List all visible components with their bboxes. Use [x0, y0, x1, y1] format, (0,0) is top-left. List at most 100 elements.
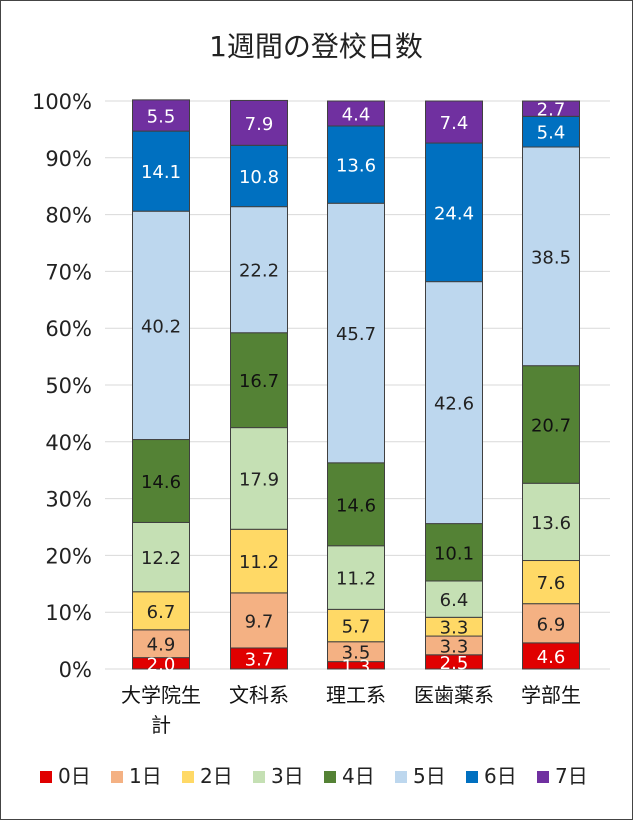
bar-segment: [327, 202, 385, 464]
bar-segment: [522, 100, 580, 117]
bar-segment: [522, 115, 580, 148]
legend-label: 3日: [271, 764, 304, 788]
legend-swatch: [182, 771, 194, 783]
chart-title: 1週間の登校日数: [209, 30, 423, 63]
category-label: 医歯薬系: [414, 683, 494, 707]
bar-segment: [132, 521, 190, 593]
y-tick-label: 50%: [45, 374, 92, 398]
legend-label: 2日: [200, 764, 233, 788]
category-label: 文科系: [229, 683, 289, 707]
bars: [132, 99, 580, 670]
data-label: 16.7: [239, 371, 279, 392]
data-label: 45.7: [336, 324, 376, 345]
data-label: 12.2: [141, 548, 181, 569]
data-label: 42.6: [434, 394, 474, 415]
bar-segment: [425, 281, 483, 525]
data-label: 2.0: [147, 654, 176, 675]
data-label: 14.6: [141, 472, 181, 493]
y-tick-label: 90%: [45, 147, 92, 171]
bar-segment: [230, 332, 288, 429]
data-label: 9.7: [245, 611, 274, 632]
data-labels: 2.04.9 6.7 12.2 14.6 40.2 14.1 5.5 3.7 9.7 11.2 17…: [141, 100, 571, 678]
data-label: 22.2: [239, 261, 279, 282]
data-label: 2.5: [440, 653, 469, 674]
bar-segment: [230, 206, 288, 334]
y-tick-label: 80%: [45, 204, 92, 228]
data-label: 24.4: [434, 203, 474, 224]
data-label: 7.4: [440, 113, 469, 134]
legend-swatch: [466, 771, 478, 783]
bar-segment: [425, 142, 483, 283]
y-tick-label: 70%: [45, 260, 92, 284]
legend-label: 6日: [484, 764, 517, 788]
bar-segment: [230, 99, 288, 146]
bar-segment: [522, 642, 580, 670]
y-tick-label: 40%: [45, 431, 92, 455]
y-tick-label: 60%: [45, 317, 92, 341]
data-label: 6.7: [147, 602, 176, 623]
data-label: 7.6: [537, 573, 566, 594]
bar-segment: [327, 608, 385, 643]
data-label: 5.5: [147, 106, 176, 127]
data-label: 13.6: [336, 156, 376, 177]
y-tick-label: 100%: [32, 90, 92, 114]
bar-segment: [425, 100, 483, 144]
data-label: 10.1: [434, 543, 474, 564]
data-label: 17.9: [239, 469, 279, 490]
bar-segment: [132, 591, 190, 631]
data-label: 6.4: [440, 590, 469, 611]
y-tick-label: 0%: [59, 658, 92, 682]
bar-segment: [425, 523, 483, 582]
legend-swatch: [395, 771, 407, 783]
category-label: 理工系: [326, 683, 386, 707]
bar-segment: [132, 439, 190, 523]
data-label: 5.4: [537, 123, 566, 144]
data-label: 14.6: [336, 495, 376, 516]
data-label: 13.6: [531, 513, 571, 534]
bar-segment: [230, 528, 288, 594]
data-label: 10.8: [239, 167, 279, 188]
data-label: 3.5: [342, 643, 371, 664]
bar-segment: [132, 99, 190, 132]
y-axis-ticks: 0% 10% 20% 30% 40% 50% 60% 70% 80% 90% 100%: [32, 90, 92, 682]
legend-swatch: [111, 771, 123, 783]
data-label: 1.3: [342, 656, 371, 677]
y-tick-label: 10%: [45, 601, 92, 625]
data-label: 4.9: [147, 635, 176, 656]
data-label: 3.3: [440, 636, 469, 657]
y-tick-label: 30%: [45, 488, 92, 512]
legend-label: 7日: [555, 764, 588, 788]
category-label: 大学院生: [121, 683, 201, 707]
legend-label: 4日: [342, 764, 375, 788]
bar-segment: [327, 462, 385, 547]
bar-segment: [522, 146, 580, 367]
bar-segment: [425, 580, 483, 618]
bar-segment: [230, 592, 288, 649]
y-tick-label: 20%: [45, 544, 92, 568]
data-label: 4.4: [342, 104, 371, 125]
legend-swatch: [40, 771, 52, 783]
bar-segment: [132, 130, 190, 212]
legend-label: 0日: [58, 764, 91, 788]
data-label: 3.3: [440, 618, 469, 639]
legend: 0日 1日 2日 3日 4日 5日 6日 7日: [40, 764, 588, 788]
legend-label: 1日: [129, 764, 162, 788]
data-label: 5.7: [342, 617, 371, 638]
bar-segment: [522, 482, 580, 562]
data-label: 11.2: [336, 569, 376, 590]
bar-segment: [522, 603, 580, 644]
legend-label: 5日: [413, 764, 446, 788]
data-label: 3.7: [245, 649, 274, 670]
legend-swatch: [253, 771, 265, 783]
category-label: 計: [151, 713, 171, 737]
bar-segment: [132, 210, 190, 441]
legend-swatch: [324, 771, 336, 783]
data-label: 20.7: [531, 415, 571, 436]
bar-segment: [132, 629, 190, 659]
data-label: 40.2: [141, 316, 181, 337]
data-label: 11.2: [239, 552, 279, 573]
data-label: 2.7: [537, 100, 566, 121]
data-label: 4.6: [537, 647, 566, 668]
